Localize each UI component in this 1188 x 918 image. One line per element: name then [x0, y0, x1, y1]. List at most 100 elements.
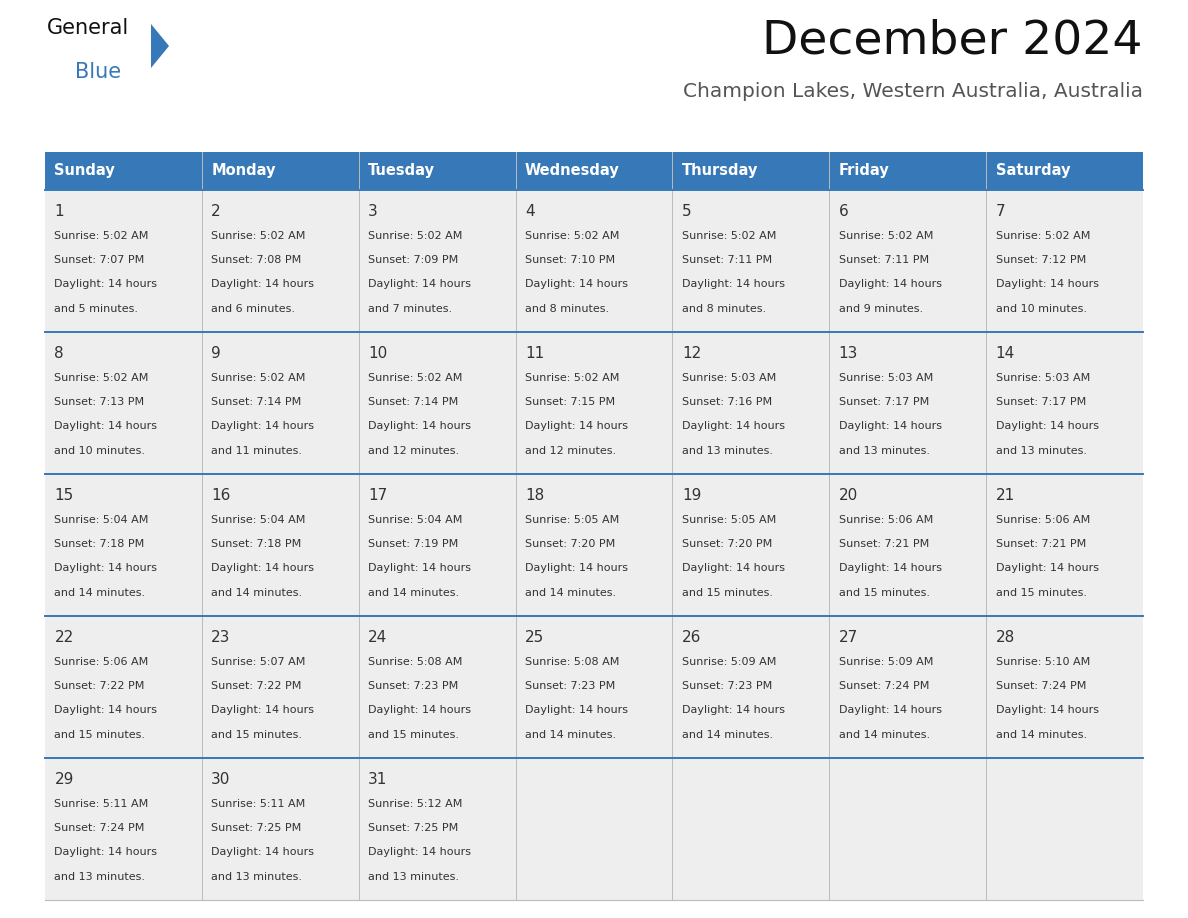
Text: Daylight: 14 hours: Daylight: 14 hours — [682, 279, 785, 289]
Text: Daylight: 14 hours: Daylight: 14 hours — [996, 564, 1099, 574]
Text: 19: 19 — [682, 488, 701, 503]
Text: Daylight: 14 hours: Daylight: 14 hours — [55, 421, 158, 431]
Text: Sunrise: 5:02 AM: Sunrise: 5:02 AM — [525, 231, 619, 241]
Text: and 9 minutes.: and 9 minutes. — [839, 304, 923, 314]
Text: and 13 minutes.: and 13 minutes. — [55, 871, 145, 881]
Text: Daylight: 14 hours: Daylight: 14 hours — [211, 421, 315, 431]
Text: 8: 8 — [55, 346, 64, 361]
Text: Sunrise: 5:04 AM: Sunrise: 5:04 AM — [55, 515, 148, 525]
Text: Sunset: 7:14 PM: Sunset: 7:14 PM — [211, 397, 302, 408]
Text: Sunset: 7:24 PM: Sunset: 7:24 PM — [55, 823, 145, 834]
Bar — [45, 190, 1143, 332]
Text: Sunset: 7:22 PM: Sunset: 7:22 PM — [211, 681, 302, 691]
Text: 27: 27 — [839, 630, 858, 645]
Text: 30: 30 — [211, 772, 230, 788]
Bar — [986, 152, 1143, 190]
Text: 29: 29 — [55, 772, 74, 788]
Text: Daylight: 14 hours: Daylight: 14 hours — [55, 279, 158, 289]
Text: and 14 minutes.: and 14 minutes. — [368, 588, 460, 598]
Text: Sunrise: 5:11 AM: Sunrise: 5:11 AM — [211, 800, 305, 809]
Bar — [45, 152, 202, 190]
Text: and 6 minutes.: and 6 minutes. — [211, 304, 296, 314]
Text: Sunset: 7:17 PM: Sunset: 7:17 PM — [839, 397, 929, 408]
Text: Daylight: 14 hours: Daylight: 14 hours — [996, 279, 1099, 289]
Text: 3: 3 — [368, 204, 378, 219]
Text: Sunset: 7:21 PM: Sunset: 7:21 PM — [996, 539, 1086, 549]
Text: Sunset: 7:21 PM: Sunset: 7:21 PM — [839, 539, 929, 549]
Text: Blue: Blue — [75, 62, 121, 82]
Text: 23: 23 — [211, 630, 230, 645]
Text: Sunset: 7:25 PM: Sunset: 7:25 PM — [211, 823, 302, 834]
Text: Champion Lakes, Western Australia, Australia: Champion Lakes, Western Australia, Austr… — [683, 82, 1143, 101]
Text: 16: 16 — [211, 488, 230, 503]
Text: Daylight: 14 hours: Daylight: 14 hours — [839, 279, 942, 289]
Text: Daylight: 14 hours: Daylight: 14 hours — [839, 421, 942, 431]
Text: Sunrise: 5:08 AM: Sunrise: 5:08 AM — [368, 657, 462, 667]
Text: and 14 minutes.: and 14 minutes. — [211, 588, 303, 598]
Text: and 12 minutes.: and 12 minutes. — [368, 445, 460, 455]
Text: Sunrise: 5:07 AM: Sunrise: 5:07 AM — [211, 657, 305, 667]
Text: Sunrise: 5:10 AM: Sunrise: 5:10 AM — [996, 657, 1089, 667]
Text: Daylight: 14 hours: Daylight: 14 hours — [211, 279, 315, 289]
Text: Thursday: Thursday — [682, 163, 758, 178]
Text: Sunrise: 5:05 AM: Sunrise: 5:05 AM — [682, 515, 776, 525]
Text: Sunrise: 5:04 AM: Sunrise: 5:04 AM — [211, 515, 305, 525]
Text: Daylight: 14 hours: Daylight: 14 hours — [368, 847, 472, 857]
Text: Sunrise: 5:02 AM: Sunrise: 5:02 AM — [682, 231, 776, 241]
Text: Daylight: 14 hours: Daylight: 14 hours — [211, 564, 315, 574]
Text: Monday: Monday — [211, 163, 276, 178]
Text: 10: 10 — [368, 346, 387, 361]
Text: and 15 minutes.: and 15 minutes. — [55, 730, 145, 740]
Text: Sunset: 7:16 PM: Sunset: 7:16 PM — [682, 397, 772, 408]
Text: and 13 minutes.: and 13 minutes. — [996, 445, 1087, 455]
Text: Sunset: 7:10 PM: Sunset: 7:10 PM — [525, 255, 615, 265]
Text: and 13 minutes.: and 13 minutes. — [368, 871, 459, 881]
Text: and 14 minutes.: and 14 minutes. — [996, 730, 1087, 740]
Text: Sunset: 7:08 PM: Sunset: 7:08 PM — [211, 255, 302, 265]
Text: Sunset: 7:24 PM: Sunset: 7:24 PM — [839, 681, 929, 691]
Bar — [45, 758, 1143, 900]
Text: Sunset: 7:22 PM: Sunset: 7:22 PM — [55, 681, 145, 691]
Text: Daylight: 14 hours: Daylight: 14 hours — [211, 705, 315, 715]
Bar — [829, 152, 986, 190]
Text: Sunrise: 5:02 AM: Sunrise: 5:02 AM — [996, 231, 1089, 241]
Text: Sunrise: 5:03 AM: Sunrise: 5:03 AM — [996, 374, 1089, 383]
Text: Sunrise: 5:02 AM: Sunrise: 5:02 AM — [211, 231, 305, 241]
Text: and 15 minutes.: and 15 minutes. — [839, 588, 930, 598]
Text: Daylight: 14 hours: Daylight: 14 hours — [996, 421, 1099, 431]
Text: Sunrise: 5:02 AM: Sunrise: 5:02 AM — [839, 231, 933, 241]
Text: 22: 22 — [55, 630, 74, 645]
Text: Sunrise: 5:06 AM: Sunrise: 5:06 AM — [996, 515, 1089, 525]
Text: Sunrise: 5:03 AM: Sunrise: 5:03 AM — [839, 374, 933, 383]
Text: Daylight: 14 hours: Daylight: 14 hours — [368, 564, 472, 574]
Text: Daylight: 14 hours: Daylight: 14 hours — [682, 564, 785, 574]
Text: 4: 4 — [525, 204, 535, 219]
Text: and 14 minutes.: and 14 minutes. — [55, 588, 146, 598]
Text: and 8 minutes.: and 8 minutes. — [525, 304, 609, 314]
Text: Daylight: 14 hours: Daylight: 14 hours — [368, 705, 472, 715]
Text: 31: 31 — [368, 772, 387, 788]
Text: Sunset: 7:23 PM: Sunset: 7:23 PM — [368, 681, 459, 691]
Text: Daylight: 14 hours: Daylight: 14 hours — [525, 421, 628, 431]
Bar — [359, 152, 516, 190]
Text: Daylight: 14 hours: Daylight: 14 hours — [55, 847, 158, 857]
Text: 1: 1 — [55, 204, 64, 219]
Text: and 13 minutes.: and 13 minutes. — [839, 445, 930, 455]
Text: Sunrise: 5:02 AM: Sunrise: 5:02 AM — [368, 374, 462, 383]
Text: Sunset: 7:19 PM: Sunset: 7:19 PM — [368, 539, 459, 549]
Text: Sunset: 7:23 PM: Sunset: 7:23 PM — [525, 681, 615, 691]
Text: 15: 15 — [55, 488, 74, 503]
Text: and 11 minutes.: and 11 minutes. — [211, 445, 302, 455]
Text: Sunrise: 5:03 AM: Sunrise: 5:03 AM — [682, 374, 776, 383]
Text: Sunrise: 5:09 AM: Sunrise: 5:09 AM — [682, 657, 776, 667]
Text: Saturday: Saturday — [996, 163, 1070, 178]
Text: and 5 minutes.: and 5 minutes. — [55, 304, 139, 314]
Text: 25: 25 — [525, 630, 544, 645]
Text: Sunrise: 5:12 AM: Sunrise: 5:12 AM — [368, 800, 462, 809]
Text: 2: 2 — [211, 204, 221, 219]
Text: Daylight: 14 hours: Daylight: 14 hours — [682, 421, 785, 431]
Text: Sunrise: 5:02 AM: Sunrise: 5:02 AM — [55, 231, 148, 241]
Text: and 10 minutes.: and 10 minutes. — [996, 304, 1087, 314]
Text: 11: 11 — [525, 346, 544, 361]
Text: and 14 minutes.: and 14 minutes. — [525, 588, 617, 598]
